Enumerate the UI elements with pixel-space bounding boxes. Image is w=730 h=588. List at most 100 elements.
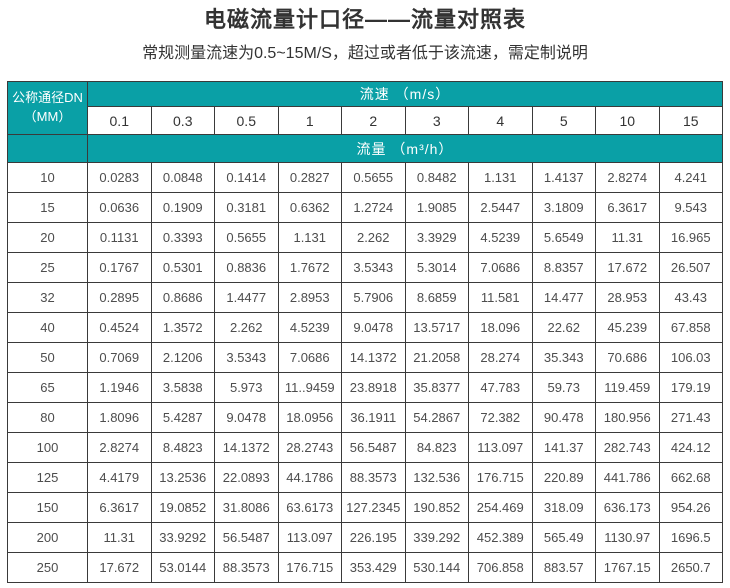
- flow-value-cell: 0.8686: [150, 282, 215, 313]
- flow-value-cell: 5.7906: [341, 282, 406, 313]
- table-row: 125 4.4179 13.2536 22.0893 44.1786 88.3573 132…: [7, 462, 723, 493]
- flow-value-cell: 6.3617: [87, 492, 152, 523]
- flow-value-cell: 2.1206: [150, 342, 215, 373]
- flow-value-cell: 1.131: [468, 162, 533, 193]
- flow-value-cell: 17.672: [87, 552, 152, 583]
- flow-value-cell: 0.3181: [214, 192, 279, 223]
- flow-value-cell: 13.2536: [150, 462, 215, 493]
- dn-cell: 100: [7, 432, 88, 463]
- flow-value-cell: 26.507: [658, 252, 723, 283]
- flow-value-cell: 254.469: [468, 492, 533, 523]
- flow-value-cell: 8.8357: [531, 252, 596, 283]
- flow-value-cell: 119.459: [595, 372, 660, 403]
- flow-value-cell: 14.477: [531, 282, 596, 313]
- flow-value-cell: 2.262: [214, 312, 279, 343]
- flow-value-cell: 18.0956: [277, 402, 342, 433]
- flow-value-cell: 84.823: [404, 432, 469, 463]
- flow-value-cell: 0.1414: [214, 162, 279, 193]
- flow-value-cell: 11.31: [595, 222, 660, 253]
- flow-value-cell: 5.4287: [150, 402, 215, 433]
- flow-value-cell: 88.3573: [214, 552, 279, 583]
- flow-value-cell: 0.3393: [150, 222, 215, 253]
- table-row: 200 11.31 33.9292 56.5487 113.097 226.195 339.…: [7, 522, 723, 553]
- flow-value-cell: 2.8274: [87, 432, 152, 463]
- flow-value-cell: 67.858: [658, 312, 723, 343]
- flow-value-cell: 35.343: [531, 342, 596, 373]
- flow-value-cell: 9.543: [658, 192, 723, 223]
- flow-value-cell: 180.956: [595, 402, 660, 433]
- flow-value-cell: 16.965: [658, 222, 723, 253]
- flow-value-cell: 9.0478: [341, 312, 406, 343]
- table-row: 15 0.0636 0.1909 0.3181 0.6362 1.2724 1.9085 2.…: [7, 192, 723, 223]
- flow-value-cell: 47.783: [468, 372, 533, 403]
- dn-cell: 50: [7, 342, 88, 373]
- dn-cell: 80: [7, 402, 88, 433]
- velocity-column-header: 2: [341, 106, 406, 135]
- flow-value-cell: 5.973: [214, 372, 279, 403]
- dn-cell: 15: [7, 192, 88, 223]
- flow-value-cell: 1130.97: [595, 522, 660, 553]
- flow-value-cell: 113.097: [468, 432, 533, 463]
- flow-value-cell: 141.37: [531, 432, 596, 463]
- flow-value-cell: 22.0893: [214, 462, 279, 493]
- flow-value-cell: 6.3617: [595, 192, 660, 223]
- flow-value-cell: 44.1786: [277, 462, 342, 493]
- dn-cell: 200: [7, 522, 88, 553]
- flow-value-cell: 5.3014: [404, 252, 469, 283]
- flow-value-cell: 54.2867: [404, 402, 469, 433]
- flow-value-cell: 190.852: [404, 492, 469, 523]
- flow-value-cell: 11.31: [87, 522, 152, 553]
- table-row: 25 0.1767 0.5301 0.8836 1.7672 3.5343 5.3014 7.…: [7, 252, 723, 283]
- flow-value-cell: 36.1911: [341, 402, 406, 433]
- velocity-values-row: 0.1 0.3 0.5 1 2 3 4 5 10 15: [8, 106, 723, 135]
- flow-value-cell: 179.19: [658, 372, 723, 403]
- flow-value-cell: 0.8836: [214, 252, 279, 283]
- flow-value-cell: 88.3573: [341, 462, 406, 493]
- flow-value-cell: 43.43: [658, 282, 723, 313]
- flow-value-cell: 2.5447: [468, 192, 533, 223]
- flow-value-cell: 22.62: [531, 312, 596, 343]
- flow-value-cell: 0.6362: [277, 192, 342, 223]
- flow-value-cell: 0.5655: [341, 162, 406, 193]
- flow-value-cell: 0.1767: [87, 252, 152, 283]
- flow-value-cell: 0.0636: [87, 192, 152, 223]
- table-row: 80 1.8096 5.4287 9.0478 18.0956 36.1911 54.286…: [7, 402, 723, 433]
- flow-value-cell: 2.262: [341, 222, 406, 253]
- flow-value-cell: 35.8377: [404, 372, 469, 403]
- flow-value-cell: 0.8482: [404, 162, 469, 193]
- velocity-column-header: 4: [468, 106, 533, 135]
- flow-value-cell: 23.8918: [341, 372, 406, 403]
- flow-value-cell: 2.8274: [595, 162, 660, 193]
- flow-value-cell: 1.131: [277, 222, 342, 253]
- flow-value-cell: 0.0848: [150, 162, 215, 193]
- flow-value-cell: 4.241: [658, 162, 723, 193]
- velocity-column-header: 0.1: [87, 106, 152, 135]
- flow-value-cell: 14.1372: [341, 342, 406, 373]
- flow-value-cell: 353.429: [341, 552, 406, 583]
- flow-value-cell: 56.5487: [341, 432, 406, 463]
- page-title: 电磁流量计口径——流量对照表: [203, 7, 526, 32]
- flow-value-cell: 1.7672: [277, 252, 342, 283]
- flow-value-cell: 1767.15: [595, 552, 660, 583]
- flow-value-cell: 8.6859: [404, 282, 469, 313]
- flow-value-cell: 1696.5: [658, 522, 723, 553]
- velocity-column-header: 1: [277, 106, 342, 135]
- flow-value-cell: 13.5717: [404, 312, 469, 343]
- corner-header-line1: 公称通径DN: [12, 90, 83, 106]
- flow-value-cell: 0.1909: [150, 192, 215, 223]
- dn-cell: 125: [7, 462, 88, 493]
- flow-value-cell: 45.239: [595, 312, 660, 343]
- flow-value-cell: 0.0283: [87, 162, 152, 193]
- flow-value-cell: 176.715: [468, 462, 533, 493]
- flow-value-cell: 339.292: [404, 522, 469, 553]
- flow-header-spacer: [7, 134, 88, 163]
- flow-value-cell: 2.8953: [277, 282, 342, 313]
- flow-value-cell: 220.89: [531, 462, 596, 493]
- flow-value-cell: 636.173: [595, 492, 660, 523]
- flow-value-cell: 0.5655: [214, 222, 279, 253]
- flow-value-cell: 3.1809: [531, 192, 596, 223]
- flow-value-cell: 1.9085: [404, 192, 469, 223]
- flow-value-cell: 0.1131: [87, 222, 152, 253]
- velocity-column-header: 3: [404, 106, 469, 135]
- flow-group-header: 流量 （m³/h）: [87, 134, 723, 163]
